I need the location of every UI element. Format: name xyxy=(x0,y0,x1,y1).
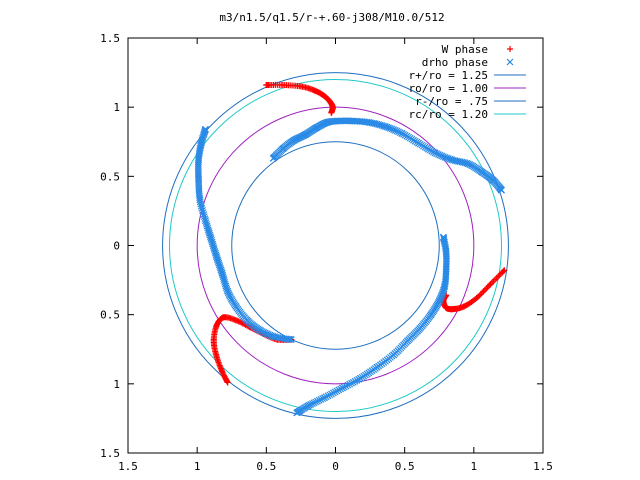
series-0-arm-2-fill-marker xyxy=(235,318,242,325)
series-1-arm-1-fill-marker xyxy=(342,382,350,390)
y-tick-label: 1.5 xyxy=(100,447,120,460)
y-tick-label: 1 xyxy=(113,101,120,114)
legend-label-3: ro/ro = 1.00 xyxy=(409,82,488,95)
series-0 xyxy=(210,81,508,386)
x-tick-label: 0.5 xyxy=(395,460,415,473)
series-1-arm-0-fill-marker xyxy=(498,186,505,194)
x-tick-label: 1.5 xyxy=(533,460,553,473)
y-tick-label: 1.5 xyxy=(100,32,120,45)
reference-circle-3 xyxy=(169,79,502,412)
series-0-arm-1-fill-marker xyxy=(480,288,487,295)
x-tick-label: 0.5 xyxy=(256,460,276,473)
chart-title: m3/n1.5/q1.5/r-+.60-j308/M10.0/512 xyxy=(219,11,444,24)
legend-label-2: r+/ro = 1.25 xyxy=(409,69,488,82)
series-0-arm-2-fill-marker xyxy=(220,372,227,379)
series-1 xyxy=(194,117,505,417)
series-0-arm-1-fill-marker xyxy=(486,282,493,289)
legend-label-4: r-/ro = .75 xyxy=(415,95,488,108)
series-1-arm-2-fill-marker xyxy=(203,220,210,228)
series-1-arm-0-fill-marker xyxy=(395,128,403,136)
reference-circle-0 xyxy=(162,72,509,419)
series-1-arm-2-fill-marker xyxy=(200,211,208,219)
series-1-arm-1-fill-marker xyxy=(348,379,355,387)
series-1-arm-2-fill-marker xyxy=(202,217,209,225)
series-0-arm-2-fill-marker xyxy=(220,371,227,378)
reference-circle-2 xyxy=(231,141,440,350)
series-1-arm-1-fill-marker xyxy=(344,381,352,389)
series-0-arm-2-fill-marker xyxy=(221,373,228,380)
x-tick-label: 1 xyxy=(194,460,201,473)
series-0-arm-0-fill-marker xyxy=(328,109,335,116)
series-1-arm-2-fill-marker xyxy=(201,215,209,223)
series-1-arm-1-fill-marker xyxy=(315,396,323,404)
series-1-arm-1-fill-marker xyxy=(314,397,321,405)
legend-label-5: rc/ro = 1.20 xyxy=(409,108,488,121)
legend-marker-0 xyxy=(507,46,513,52)
series-1-arm-2-fill-marker xyxy=(199,209,207,216)
data-points xyxy=(194,81,508,417)
legend-label-1: drho phase xyxy=(422,56,488,69)
axis-ticks: 1.5 1 0.5 0 0.5 1 1.51.510.500.511.5 xyxy=(100,32,553,473)
series-1-arm-1-fill-marker xyxy=(319,395,327,402)
y-tick-label: 1 xyxy=(113,378,120,391)
series-1-arm-0-fill-marker xyxy=(433,150,441,158)
series-0-arm-1-fill-marker xyxy=(481,287,488,294)
series-1-arm-1-fill-marker xyxy=(293,409,301,417)
y-tick-label: 0.5 xyxy=(100,170,120,183)
x-tick-label: 1.5 xyxy=(118,460,138,473)
series-1-arm-1-fill-marker xyxy=(321,394,328,402)
series-1-arm-2-fill-marker xyxy=(200,213,208,221)
series-1-arm-2-fill-marker xyxy=(202,125,209,133)
series-1-arm-1-fill-marker xyxy=(312,398,320,406)
series-0-arm-1-fill-marker xyxy=(483,285,490,292)
series-0-arm-1-fill-marker xyxy=(487,281,494,288)
series-1-arm-2-fill-marker xyxy=(202,219,210,226)
series-1-arm-1-fill-marker xyxy=(346,380,354,388)
x-tick-label: 1 xyxy=(471,460,478,473)
legend-marker-1 xyxy=(506,58,514,66)
y-tick-label: 0 xyxy=(113,240,120,253)
series-1-arm-0-fill-marker xyxy=(393,127,401,135)
series-0-arm-1-fill-marker xyxy=(484,284,491,291)
series-1-arm-2-fill-marker xyxy=(199,206,206,214)
x-tick-label: 0 xyxy=(332,460,339,473)
series-0-arm-1-fill-marker xyxy=(479,289,486,296)
y-tick-label: 0.5 xyxy=(100,309,120,322)
series-1-arm-1-fill-marker xyxy=(349,378,357,386)
legend-label-0: W phase xyxy=(442,43,488,56)
series-0-arm-1-fill-marker xyxy=(499,269,506,276)
series-1-arm-1-fill-marker xyxy=(317,396,325,403)
